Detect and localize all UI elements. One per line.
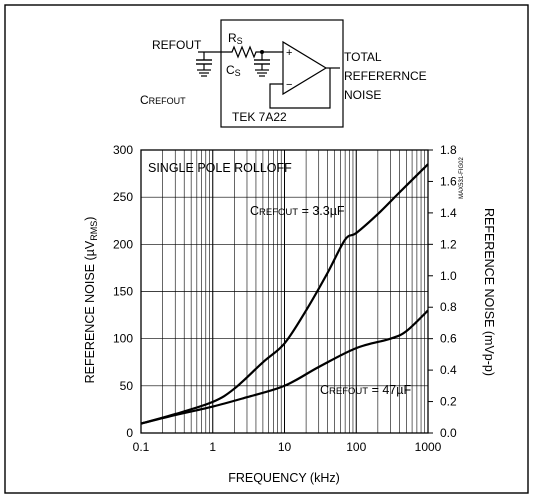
y-tick-label: 100	[113, 332, 133, 346]
rs-resistor-symbol	[226, 45, 262, 59]
y2-tick-label: 0.2	[440, 395, 457, 409]
y-tick-label: 200	[113, 237, 133, 251]
y2-tick-label: 1.4	[440, 206, 457, 220]
output-label-line3: NOISE	[344, 88, 381, 102]
y2-tick-label: 1.6	[440, 174, 457, 188]
y-tick-label: 150	[113, 285, 133, 299]
chart-grid	[141, 150, 428, 433]
series-1-label: CREFOUT = 3.3µF	[250, 204, 345, 218]
y-tick-label: 300	[113, 143, 133, 157]
series-2-line	[140, 309, 429, 425]
instrument-box	[220, 19, 344, 128]
y2-tick-label: 0.6	[440, 332, 457, 346]
series-2-label: CREFOUT = 47µF	[320, 383, 411, 397]
y2-axis-label: REFERENCE NOISE (mVp-p)	[482, 208, 496, 376]
opamp-minus-sign: −	[286, 79, 292, 91]
y2-tick-label: 0.4	[440, 363, 457, 377]
instrument-label: TEK 7A22	[232, 110, 287, 124]
y2-tick-label: 0.8	[440, 300, 457, 314]
cs-capacitor-symbol	[254, 52, 270, 77]
feedback-wire	[269, 68, 331, 109]
x-axis-label: FREQUENCY (kHz)	[228, 471, 340, 485]
cs-label: CS	[226, 63, 241, 78]
output-label-line2: REFERERNCE	[344, 69, 427, 83]
x-axis-ticks: 0.1 1 10 100 1000	[133, 440, 442, 454]
refout-label: REFOUT	[152, 38, 202, 52]
x-tick-label: 0.1	[133, 440, 150, 454]
opamp-symbol	[282, 40, 328, 96]
y2-tick-label: 1.0	[440, 269, 457, 283]
x-tick-label: 10	[278, 440, 292, 454]
y-tick-label: 50	[120, 379, 134, 393]
noise-chart: 0 50 100 150 200 250 300 0.0 0.2 0.4 0.6 0.8 1.0 1.2…	[83, 143, 496, 485]
opamp-plus-sign: +	[286, 47, 292, 59]
chart-title: SINGLE POLE ROLLOFF	[148, 161, 292, 175]
y2-tick-label: 1.8	[440, 143, 457, 157]
series-1-line	[140, 163, 429, 425]
x-tick-label: 1	[209, 440, 216, 454]
y-tick-label: 0	[126, 426, 133, 440]
output-label-line1: TOTAL	[344, 50, 382, 64]
x-tick-label: 1000	[415, 440, 442, 454]
x-tick-label: 100	[346, 440, 366, 454]
y2-tick-label: 1.2	[440, 237, 457, 251]
rs-label: RS	[228, 31, 243, 46]
y-tick-label: 250	[113, 190, 133, 204]
y-axis-label: REFERENCE NOISE (µVRMS)	[83, 217, 99, 384]
chart-series	[140, 163, 429, 425]
figure-id: MAX531-FIG02	[459, 156, 465, 198]
test-circuit-schematic: REFOUT CREFOUT TEK 7A22 RS	[140, 19, 427, 128]
crefout-label: CREFOUT	[140, 93, 186, 107]
y2-tick-label: 0.0	[440, 426, 457, 440]
plot-area-border	[140, 149, 429, 434]
y-axis-ticks: 0 50 100 150 200 250 300	[113, 143, 133, 440]
y2-axis-ticks: 0.0 0.2 0.4 0.6 0.8 1.0 1.2 1.4 1.6 1.8	[428, 143, 457, 440]
crefout-capacitor-symbol	[196, 52, 212, 77]
figure-border	[4, 4, 529, 494]
